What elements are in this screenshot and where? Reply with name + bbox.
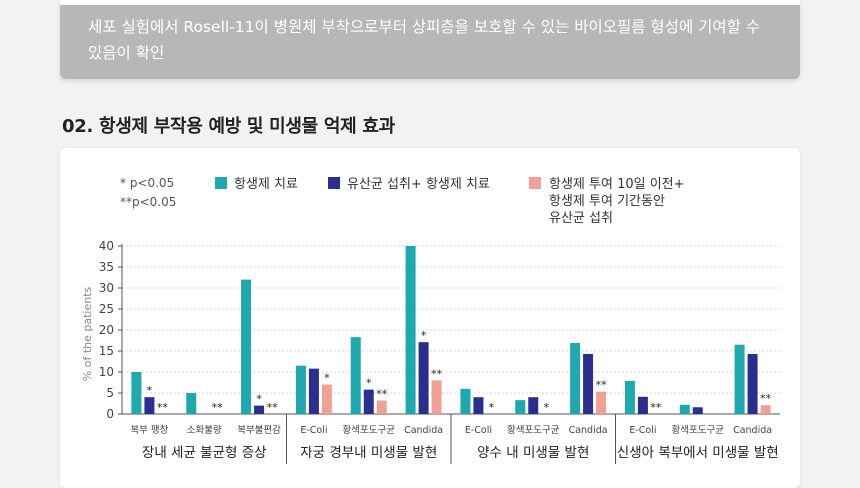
bar-series1 <box>295 365 306 414</box>
bar-series2 <box>418 342 429 414</box>
category-label: 복부 팽창 <box>130 425 168 436</box>
bar-series3 <box>760 405 771 414</box>
chart-card: * p<0.05 **p<0.05 항생제 치료 유산균 섭취+ 항생제 치료 … <box>60 148 800 488</box>
bar-series1 <box>350 337 361 414</box>
legend-label-series3-line3: 유산균 섭취 <box>549 211 613 226</box>
bar-series1 <box>241 279 252 414</box>
summary-box-edge <box>60 0 800 5</box>
significance-mark: ** <box>376 388 388 401</box>
bar-series1 <box>186 393 197 414</box>
significance-note-2: **p<0.05 <box>120 195 176 209</box>
category-label: Candida <box>733 425 772 436</box>
significance-mark: * <box>256 393 262 406</box>
bar-series2 <box>308 368 319 414</box>
bar-series1 <box>734 344 745 414</box>
category-label: Candida <box>404 425 443 436</box>
significance-mark: ** <box>212 401 224 414</box>
bar-series3 <box>431 380 442 414</box>
category-label: 소화불량 <box>187 424 222 436</box>
bar-series1 <box>131 372 142 414</box>
y-tick-label: 10 <box>99 365 114 379</box>
y-tick-label: 0 <box>106 407 114 421</box>
summary-text: 세포 실험에서 Rosell-11이 병원체 부착으로부터 상피층을 보호할 수… <box>88 18 761 62</box>
legend-swatch-series1 <box>215 177 227 189</box>
section-title: 02. 항생제 부작용 예방 및 미생물 억제 효과 <box>62 116 395 137</box>
y-tick-label: 20 <box>99 323 114 337</box>
bar-series2 <box>144 397 155 414</box>
category-label: E-Coli <box>465 425 492 436</box>
significance-mark: * <box>421 329 427 342</box>
category-label: E-Coli <box>629 425 656 436</box>
bar-series3 <box>596 391 607 414</box>
bar-series2 <box>747 353 758 414</box>
significance-mark: * <box>147 384 153 397</box>
significance-mark: ** <box>650 401 662 414</box>
significance-mark: ** <box>267 401 279 414</box>
category-label: 황색포도구균 <box>343 425 396 436</box>
y-axis-label: % of the patients <box>81 287 94 382</box>
bar-series3 <box>321 384 332 414</box>
category-label: 복부불편감 <box>237 424 281 436</box>
legend-label-series1: 항생제 치료 <box>234 177 298 192</box>
significance-mark: ** <box>596 379 608 392</box>
significance-mark: * <box>544 401 550 414</box>
significance-mark: ** <box>760 392 772 405</box>
bar-series2 <box>692 407 703 414</box>
significance-mark: ** <box>431 367 443 380</box>
category-label: 황색포도구균 <box>507 425 560 436</box>
bar-series1 <box>405 246 416 414</box>
bar-series1 <box>460 388 471 414</box>
legend-swatch-series2 <box>328 177 340 189</box>
category-label: E-Coli <box>300 425 327 436</box>
y-tick-label: 15 <box>99 344 114 358</box>
bar-series1 <box>515 400 526 414</box>
category-label: 황색포도구균 <box>672 425 725 436</box>
legend-label-series3-line2: 항생제 투여 기간동안 <box>549 194 665 209</box>
legend-swatch-series3 <box>529 177 541 189</box>
group-label: 장내 세균 불균형 증상 <box>142 445 267 461</box>
legend-label-series2: 유산균 섭취+ 항생제 치료 <box>347 177 490 192</box>
significance-note-1: * p<0.05 <box>120 176 174 190</box>
bar-series1 <box>679 404 690 414</box>
group-label: 양수 내 미생물 발현 <box>477 445 589 461</box>
group-label: 신생아 복부에서 미생물 발현 <box>617 445 779 461</box>
y-tick-label: 35 <box>99 260 114 274</box>
summary-box: 세포 실험에서 Rosell-11이 병원체 부착으로부터 상피층을 보호할 수… <box>60 0 800 79</box>
bar-series2 <box>473 397 484 414</box>
group-label: 자궁 경부내 미생물 발현 <box>300 445 437 461</box>
y-tick-label: 40 <box>99 239 114 253</box>
bar-series2 <box>528 397 539 414</box>
category-label: Candida <box>569 425 608 436</box>
significance-mark: ** <box>157 401 169 414</box>
significance-mark: * <box>324 372 330 385</box>
significance-mark: * <box>489 401 495 414</box>
bar-series2 <box>637 396 648 414</box>
y-tick-label: 5 <box>106 386 114 400</box>
y-tick-label: 25 <box>99 302 114 316</box>
bar-chart: * p<0.05 **p<0.05 항생제 치료 유산균 섭취+ 항생제 치료 … <box>81 176 780 464</box>
bar-series1 <box>624 380 635 414</box>
bar-series3 <box>376 400 387 414</box>
bar-series2 <box>363 389 374 414</box>
bar-series2 <box>254 405 265 414</box>
significance-mark: * <box>366 377 372 390</box>
y-tick-label: 30 <box>99 281 114 295</box>
bar-series1 <box>570 343 581 414</box>
legend-label-series3-line1: 항생제 투여 10일 이전+ <box>549 177 685 192</box>
bar-series2 <box>583 353 594 414</box>
